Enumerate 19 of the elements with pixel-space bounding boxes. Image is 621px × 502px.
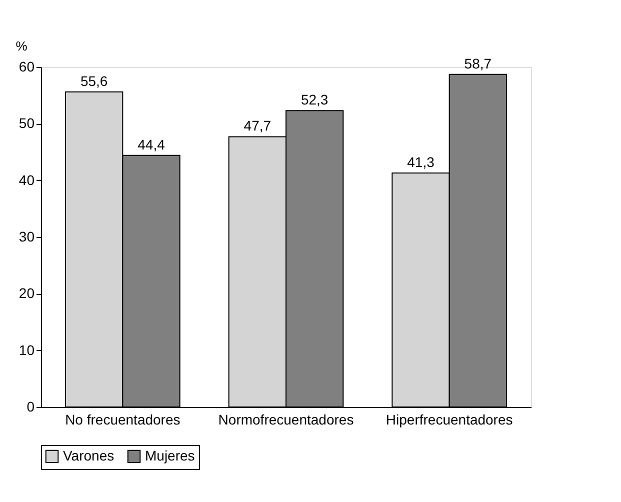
legend-label: Mujeres [145,447,195,464]
x-tick-label: No frecuentadores [65,412,180,428]
y-tick-label: 40 [18,172,35,188]
legend-label: Varones [63,447,114,464]
y-axis-title: % [16,38,28,54]
y-tick-label: 20 [18,285,35,302]
data-label: 52,3 [300,92,328,108]
data-label: 41,3 [407,154,435,170]
data-label: 58,7 [464,55,492,72]
data-label: 44,4 [138,136,166,152]
y-tick-label: 60 [18,58,35,74]
y-tick-label: 0 [26,398,35,414]
y-tick-label: 50 [18,115,35,132]
x-tick-label: Hiperfrecuentadores [386,412,513,428]
y-tick-label: 10 [18,342,35,358]
y-tick-label: 30 [18,228,35,244]
x-tick-label: Normofrecuentadores [218,412,354,428]
data-label: 55,6 [80,72,108,89]
data-label: 47,7 [244,118,272,134]
